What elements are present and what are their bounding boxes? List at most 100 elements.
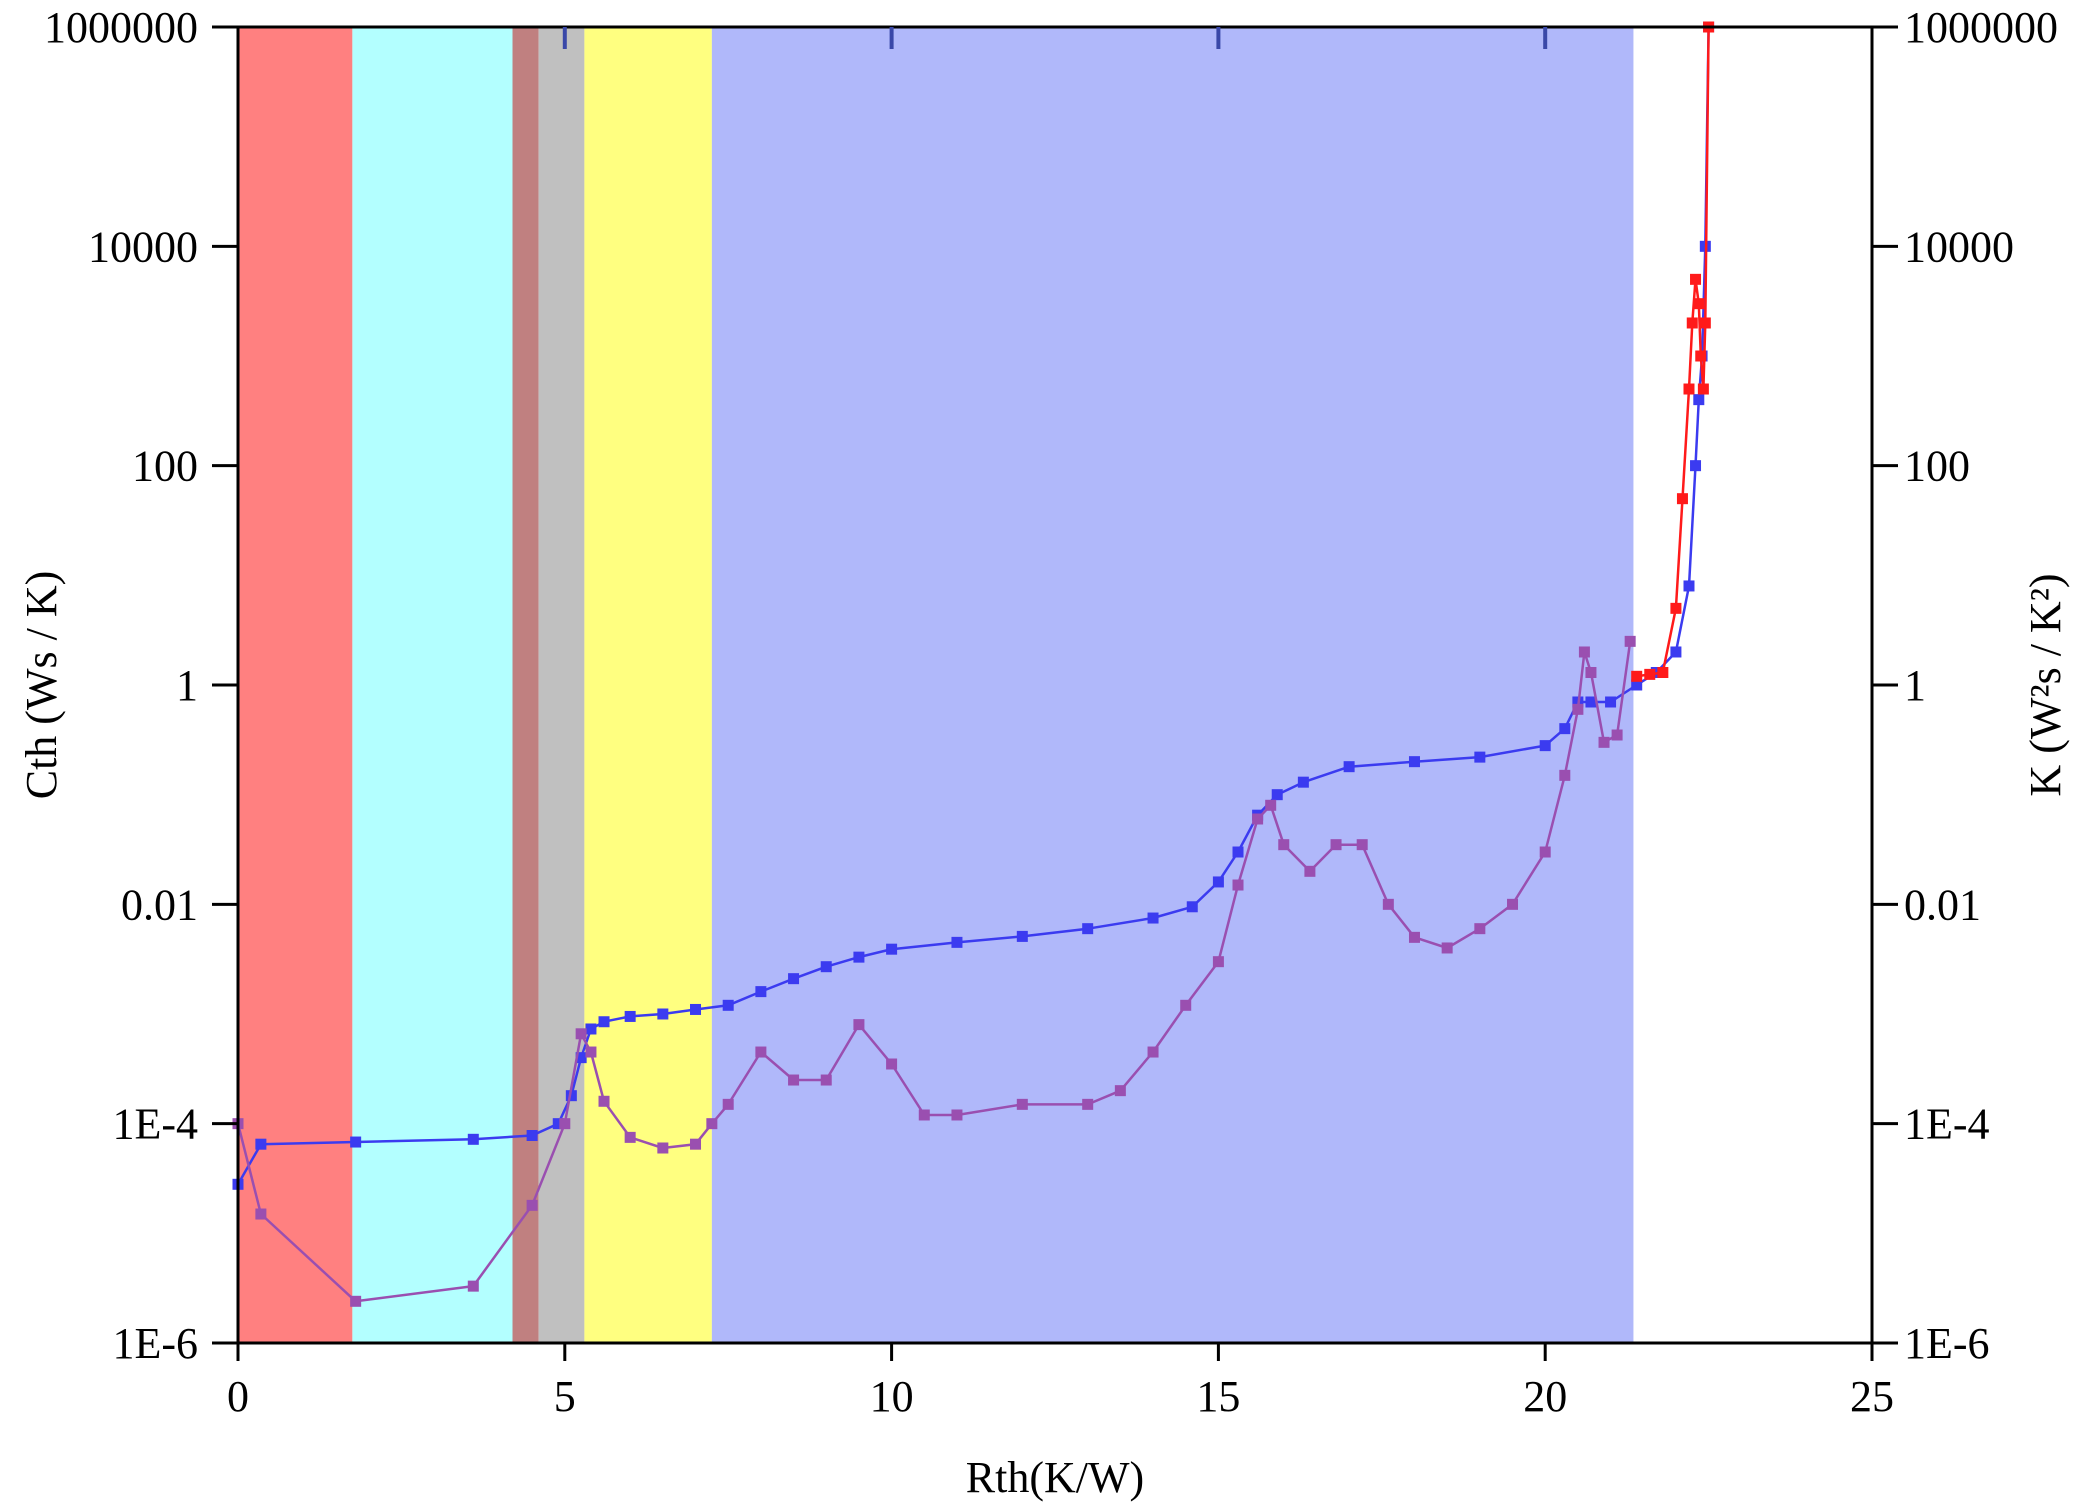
series-2-point-4 bbox=[1676, 493, 1688, 505]
region-band-0 bbox=[238, 27, 353, 1343]
series-0-point-17 bbox=[853, 951, 865, 963]
series-0-point-4 bbox=[526, 1130, 538, 1142]
series-1-point-34 bbox=[1382, 898, 1394, 910]
y-tick-label-1: 1E-4 bbox=[112, 1100, 198, 1149]
series-1-point-29 bbox=[1265, 799, 1277, 811]
region-band-3 bbox=[538, 27, 585, 1343]
series-0-point-2 bbox=[350, 1136, 362, 1148]
colored-regions bbox=[238, 27, 1634, 1343]
series-1-point-4 bbox=[526, 1199, 538, 1211]
series-layer bbox=[232, 21, 1715, 1307]
series-1-point-23 bbox=[1114, 1085, 1126, 1097]
x-axis-title: Rth(K/W) bbox=[966, 1453, 1144, 1502]
y2-tick-label-2: 0.01 bbox=[1904, 880, 1981, 929]
series-0-point-40 bbox=[1683, 580, 1695, 592]
series-0-point-7 bbox=[575, 1052, 587, 1064]
series-1-point-11 bbox=[690, 1138, 702, 1150]
series-1-point-45 bbox=[1611, 729, 1623, 741]
series-1-point-5 bbox=[559, 1118, 571, 1130]
series-0-point-14 bbox=[755, 986, 767, 998]
series-0-point-33 bbox=[1559, 723, 1571, 735]
series-0-point-9 bbox=[598, 1016, 610, 1028]
x-tick-label-2: 10 bbox=[870, 1372, 914, 1421]
series-1-point-12 bbox=[706, 1118, 718, 1130]
series-1-point-37 bbox=[1474, 923, 1486, 935]
series-2-point-3 bbox=[1670, 602, 1682, 614]
series-0-point-41 bbox=[1690, 460, 1702, 472]
series-1-point-27 bbox=[1232, 879, 1244, 891]
series-1-point-39 bbox=[1539, 846, 1551, 858]
series-1-point-22 bbox=[1082, 1098, 1094, 1110]
y-tick-labels: 1E-6 1E-4 0.01 1 100 10000 1000000 bbox=[44, 3, 198, 1368]
x-tick-label-1: 5 bbox=[554, 1372, 576, 1421]
y-tick-label-0: 1E-6 bbox=[112, 1319, 198, 1368]
y2-tick-label-3: 1 bbox=[1904, 661, 1926, 710]
series-0-point-16 bbox=[820, 961, 832, 973]
y-tick-label-4: 100 bbox=[132, 442, 198, 491]
series-1-point-44 bbox=[1598, 736, 1610, 748]
series-2-point-1 bbox=[1644, 668, 1656, 680]
y-tick-label-3: 1 bbox=[176, 661, 198, 710]
series-1-point-38 bbox=[1507, 898, 1519, 910]
series-0-point-10 bbox=[624, 1010, 636, 1022]
y2-tick-label-0: 1E-6 bbox=[1904, 1319, 1990, 1368]
series-1-point-33 bbox=[1356, 839, 1368, 851]
y2-axis-title: K (W²s / K²) bbox=[2021, 573, 2070, 796]
series-1-point-42 bbox=[1578, 646, 1590, 658]
series-0-point-8 bbox=[585, 1023, 597, 1035]
series-0-point-25 bbox=[1232, 846, 1244, 858]
series-2-point-10 bbox=[1697, 383, 1709, 395]
series-0-point-39 bbox=[1670, 646, 1682, 658]
series-0-point-36 bbox=[1605, 696, 1617, 708]
series-0-point-37 bbox=[1631, 679, 1643, 691]
series-1-point-1 bbox=[255, 1208, 267, 1220]
series-0-point-35 bbox=[1585, 696, 1597, 708]
series-0-point-24 bbox=[1212, 876, 1224, 888]
series-1-point-43 bbox=[1585, 667, 1597, 679]
x-tick-label-4: 20 bbox=[1523, 1372, 1567, 1421]
series-1-point-30 bbox=[1278, 839, 1290, 851]
series-1-point-46 bbox=[1624, 635, 1636, 647]
region-band-1 bbox=[352, 27, 513, 1343]
series-2-point-9 bbox=[1695, 350, 1707, 362]
series-0-point-28 bbox=[1297, 776, 1309, 788]
series-0-point-19 bbox=[951, 936, 963, 948]
y2-tick-label-6: 1000000 bbox=[1904, 3, 2058, 52]
region-band-4 bbox=[584, 27, 712, 1343]
x-tick-label-3: 15 bbox=[1196, 1372, 1240, 1421]
x-tick-label-5: 25 bbox=[1850, 1372, 1894, 1421]
x-tick-labels: 0 5 10 15 20 25 bbox=[227, 1372, 1894, 1421]
series-1-point-35 bbox=[1408, 931, 1420, 943]
y-tick-label-2: 0.01 bbox=[121, 880, 198, 929]
series-1-point-6 bbox=[575, 1028, 587, 1040]
series-1-point-13 bbox=[722, 1098, 734, 1110]
series-0-point-42 bbox=[1693, 394, 1705, 406]
series-2-point-5 bbox=[1683, 383, 1695, 395]
series-1-point-36 bbox=[1441, 942, 1453, 954]
series-1-point-14 bbox=[755, 1046, 767, 1058]
series-2-point-8 bbox=[1693, 298, 1705, 310]
region-band-2 bbox=[512, 27, 539, 1343]
series-1-point-3 bbox=[467, 1280, 479, 1292]
series-0-point-22 bbox=[1147, 912, 1159, 924]
series-0-point-11 bbox=[657, 1008, 669, 1020]
series-1-point-16 bbox=[820, 1074, 832, 1086]
region-band-5 bbox=[711, 27, 1634, 1343]
series-1-point-18 bbox=[886, 1058, 898, 1070]
series-0-point-30 bbox=[1408, 756, 1420, 768]
series-0-point-21 bbox=[1082, 923, 1094, 935]
series-0-point-13 bbox=[722, 999, 734, 1011]
series-1-point-10 bbox=[657, 1142, 669, 1154]
y-tick-label-5: 10000 bbox=[88, 222, 198, 271]
y2-tick-label-4: 100 bbox=[1904, 442, 1970, 491]
y2-tick-labels: 1E-6 1E-4 0.01 1 100 10000 1000000 bbox=[1904, 3, 2058, 1368]
series-1-point-26 bbox=[1212, 956, 1224, 968]
series-0-point-29 bbox=[1343, 761, 1355, 773]
series-1-point-9 bbox=[624, 1131, 636, 1143]
series-1-point-28 bbox=[1252, 813, 1264, 825]
y-tick-label-6: 1000000 bbox=[44, 3, 198, 52]
series-2-point-11 bbox=[1699, 317, 1711, 329]
series-0-point-3 bbox=[467, 1133, 479, 1145]
